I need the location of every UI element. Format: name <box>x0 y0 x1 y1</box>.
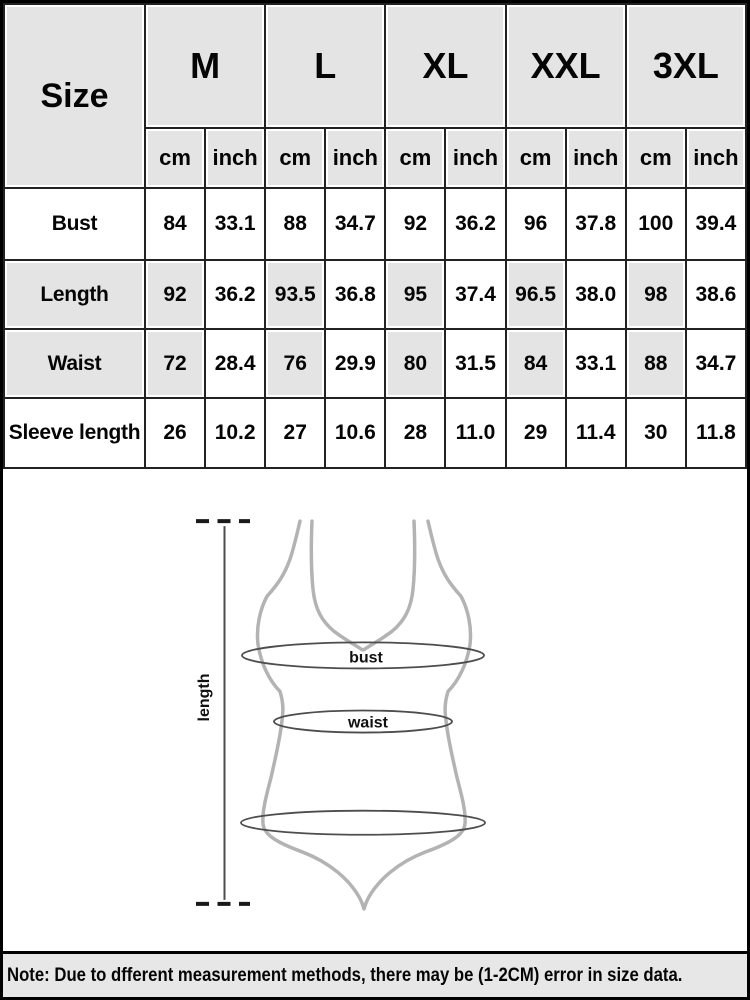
value-cell: 37.4 <box>444 259 507 330</box>
unit-header-cm: cm <box>384 127 447 189</box>
value-cell: 26 <box>143 397 207 469</box>
value-cell: 10.2 <box>204 397 267 469</box>
value-cell: 28 <box>384 397 447 469</box>
value-cell: 84 <box>504 328 567 399</box>
measurement-diagram: length bust waist <box>3 469 747 951</box>
row-label-cell: Length <box>3 259 146 330</box>
swimsuit-diagram-svg: length bust waist <box>196 519 486 911</box>
value-cell: 29 <box>504 397 567 469</box>
value-cell: 27 <box>264 397 327 469</box>
value-cell: 80 <box>384 328 447 399</box>
bust-ellipse <box>241 641 485 670</box>
size-chart-table: Size M L XL XXL 3XL cm inch cm inch cm inch cm inch… <box>3 3 748 469</box>
value-cell: 28.4 <box>204 328 267 399</box>
unit-header-cm: cm <box>504 127 567 189</box>
row-label-cell: Bust <box>3 187 146 261</box>
size-corner-label: Size <box>3 3 146 189</box>
value-cell: 10.6 <box>324 397 387 469</box>
row-label-cell: Sleeve length <box>3 397 146 469</box>
size-header-m: M <box>143 3 267 129</box>
value-cell: 84 <box>143 187 207 261</box>
unit-header-inch: inch <box>444 127 507 189</box>
value-cell: 11.4 <box>564 397 627 469</box>
hip-ellipse <box>240 809 486 836</box>
unit-header-inch: inch <box>564 127 627 189</box>
value-cell: 31.5 <box>444 328 507 399</box>
size-header-xxl: XXL <box>504 3 627 129</box>
value-cell: 39.4 <box>684 187 748 261</box>
size-header-xl: XL <box>384 3 507 129</box>
row-label-cell: Waist <box>3 328 146 399</box>
note-bar: Note: Due to dfferent measurement method… <box>3 951 747 997</box>
unit-header-row: cm inch cm inch cm inch cm inch cm inch <box>4 127 748 189</box>
measurement-row-waist: Waist 72 28.4 76 29.9 80 31.5 84 33.1 88 34.7 <box>3 328 748 399</box>
value-cell: 11.8 <box>684 397 748 469</box>
waist-ellipse <box>273 709 453 734</box>
value-cell: 36.2 <box>444 187 507 261</box>
value-cell: 36.2 <box>204 259 267 330</box>
value-cell: 29.9 <box>324 328 387 399</box>
value-cell: 88 <box>264 187 327 261</box>
swimsuit-neckline <box>309 519 417 653</box>
unit-header-cm: cm <box>624 127 687 189</box>
value-cell: 34.7 <box>324 187 387 261</box>
value-cell: 36.8 <box>324 259 387 330</box>
value-cell: 34.7 <box>684 328 748 399</box>
unit-header-inch: inch <box>204 127 267 189</box>
length-label: length <box>196 673 213 721</box>
size-header-row: Size M L XL XXL 3XL <box>3 3 748 189</box>
value-cell: 92 <box>143 259 207 330</box>
value-cell: 30 <box>624 397 687 469</box>
value-cell: 100 <box>624 187 687 261</box>
value-cell: 72 <box>143 328 207 399</box>
value-cell: 95 <box>384 259 447 330</box>
value-cell: 96 <box>504 187 567 261</box>
value-cell: 76 <box>264 328 327 399</box>
measurement-row-length: Length 92 36.2 93.5 36.8 95 37.4 96.5 38.0 98 38.6 <box>3 259 748 330</box>
value-cell: 38.0 <box>564 259 627 330</box>
value-cell: 93.5 <box>264 259 327 330</box>
value-cell: 33.1 <box>564 328 627 399</box>
size-header-3xl: 3XL <box>624 3 748 129</box>
size-header-l: L <box>264 3 387 129</box>
bust-label: bust <box>349 649 383 666</box>
waist-label: waist <box>347 715 389 732</box>
value-cell: 11.0 <box>444 397 507 469</box>
value-cell: 33.1 <box>204 187 267 261</box>
note-text: Note: Due to dfferent measurement method… <box>7 964 683 986</box>
value-cell: 38.6 <box>684 259 748 330</box>
unit-header-cm: cm <box>264 127 327 189</box>
measurement-row-sleeve-length: Sleeve length 26 10.2 27 10.6 28 11.0 29 11.4 30 1… <box>3 397 748 469</box>
value-cell: 92 <box>384 187 447 261</box>
unit-header-inch: inch <box>324 127 387 189</box>
value-cell: 37.8 <box>564 187 627 261</box>
value-cell: 96.5 <box>504 259 567 330</box>
value-cell: 88 <box>624 328 687 399</box>
unit-header-inch: inch <box>684 127 748 189</box>
unit-header-cm: cm <box>143 127 207 189</box>
measurement-row-bust: Bust 84 33.1 88 34.7 92 36.2 96 37.8 100 39.4 <box>3 187 748 261</box>
value-cell: 98 <box>624 259 687 330</box>
